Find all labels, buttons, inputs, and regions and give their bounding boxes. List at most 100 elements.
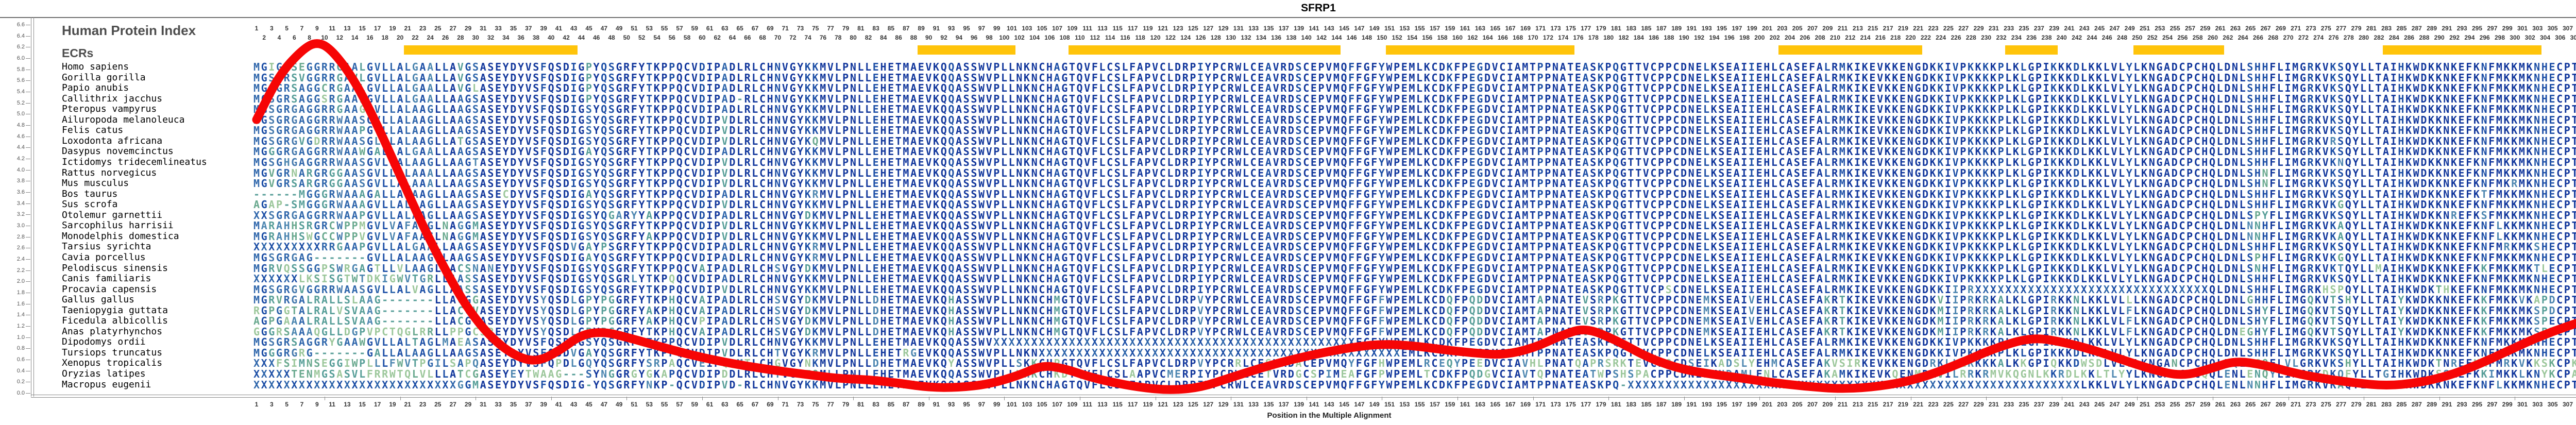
- residue: V: [1084, 61, 1091, 73]
- residue: L: [1008, 82, 1015, 95]
- residue: D: [1922, 71, 1929, 84]
- y-tick-label: 0.4: [16, 367, 25, 374]
- residue: V: [457, 71, 464, 84]
- position-label-top: 209: [1822, 25, 1833, 32]
- residue: K: [2012, 92, 2019, 105]
- residue: S: [971, 103, 977, 116]
- residue: P: [842, 71, 849, 84]
- position-label-top: 274: [2313, 34, 2324, 41]
- residue: C: [1250, 92, 1257, 105]
- residue: I: [1741, 71, 1748, 84]
- position-label-top: 283: [2381, 25, 2392, 32]
- position-label-top: 87: [903, 25, 910, 32]
- residue: T: [895, 61, 902, 73]
- residue: D: [2420, 92, 2427, 105]
- residue: Y: [593, 92, 600, 105]
- residue: P: [714, 61, 721, 73]
- residue: F: [2466, 82, 2472, 95]
- residue: C: [1673, 71, 1680, 84]
- residue: T: [1069, 82, 1075, 95]
- residue: L: [2367, 71, 2374, 84]
- residue: A: [480, 61, 486, 73]
- residue: W: [1235, 103, 1242, 116]
- residue: C: [2194, 71, 2200, 84]
- residue: K: [2405, 82, 2412, 95]
- residue: L: [835, 92, 841, 105]
- position-label-top: 56: [668, 34, 675, 41]
- residue: E: [1310, 103, 1317, 116]
- position-label-top: 107: [1052, 25, 1063, 32]
- position-label-top: 38: [532, 34, 540, 41]
- ecr-bar: [1778, 45, 1922, 55]
- position-label-top: 78: [835, 34, 842, 41]
- residue: P: [842, 82, 849, 95]
- y-tick-mark: [26, 259, 30, 260]
- position-label-top: 82: [865, 34, 872, 41]
- residue: R: [283, 103, 290, 116]
- residue: Q: [1076, 71, 1083, 84]
- residue: N: [1552, 103, 1558, 116]
- residue: A: [419, 61, 426, 73]
- position-label-top: 149: [1369, 25, 1380, 32]
- residue: Q: [548, 103, 554, 116]
- residue: R: [1227, 92, 1234, 105]
- residue: T: [2571, 82, 2576, 95]
- residue: G: [412, 92, 418, 105]
- y-tick-label: 0.2: [16, 379, 25, 385]
- position-label-top: 266: [2252, 34, 2263, 41]
- position-label-top: 8: [308, 34, 311, 41]
- residue: I: [1944, 103, 1952, 116]
- residue: Q: [676, 71, 683, 84]
- position-label-top: 49: [616, 25, 623, 32]
- position-label-top: 51: [631, 25, 638, 32]
- residue: I: [706, 82, 713, 95]
- position-label-top: 240: [2056, 34, 2067, 41]
- residue: K: [2428, 61, 2435, 73]
- residue: H: [880, 103, 887, 116]
- residue: N: [1907, 71, 1913, 84]
- residue: A: [397, 103, 403, 116]
- residue: W: [1235, 61, 1242, 73]
- residue: L: [442, 61, 449, 73]
- residue: V: [1084, 71, 1091, 84]
- residue: W: [2413, 71, 2419, 84]
- residue: D: [729, 103, 736, 116]
- residue: L: [1703, 61, 1710, 73]
- residue: G: [261, 82, 267, 95]
- residue: D: [1439, 103, 1446, 116]
- residue: L: [359, 71, 366, 84]
- residue: E: [1696, 61, 1702, 73]
- species-name: Ailuropoda melanoleuca: [62, 114, 185, 125]
- residue: H: [880, 82, 887, 95]
- residue: F: [1355, 82, 1362, 95]
- residue: V: [2322, 82, 2329, 95]
- residue: S: [533, 71, 539, 84]
- residue: V: [925, 61, 932, 73]
- residue: R: [1280, 61, 1287, 73]
- residue: V: [1642, 82, 1649, 95]
- position-label-top: 185: [1641, 25, 1652, 32]
- position-label-top: 32: [487, 34, 495, 41]
- residue: T: [1567, 61, 1574, 73]
- residue: F: [631, 71, 637, 84]
- residue: C: [1673, 82, 1680, 95]
- residue: D: [2224, 92, 2231, 105]
- residue: P: [1545, 61, 1551, 73]
- residue: L: [1167, 103, 1174, 116]
- residue: G: [465, 82, 471, 95]
- residue: S: [2247, 71, 2253, 84]
- residue: Y: [797, 103, 804, 116]
- residue: I: [1748, 103, 1755, 116]
- position-label-top: 252: [2147, 34, 2158, 41]
- y-tick-mark: [26, 270, 30, 271]
- residue: L: [2103, 71, 2110, 84]
- y-tick-label: 4.2: [16, 156, 25, 162]
- residue: E: [1258, 103, 1264, 116]
- residue: F: [2269, 92, 2276, 105]
- residue: T: [646, 82, 653, 95]
- species-name: Sus scrofa: [62, 199, 118, 210]
- residue: K: [804, 61, 811, 73]
- residue: N: [774, 61, 781, 73]
- position-label-top: 31: [480, 25, 487, 32]
- position-label-top: 231: [1988, 25, 1999, 32]
